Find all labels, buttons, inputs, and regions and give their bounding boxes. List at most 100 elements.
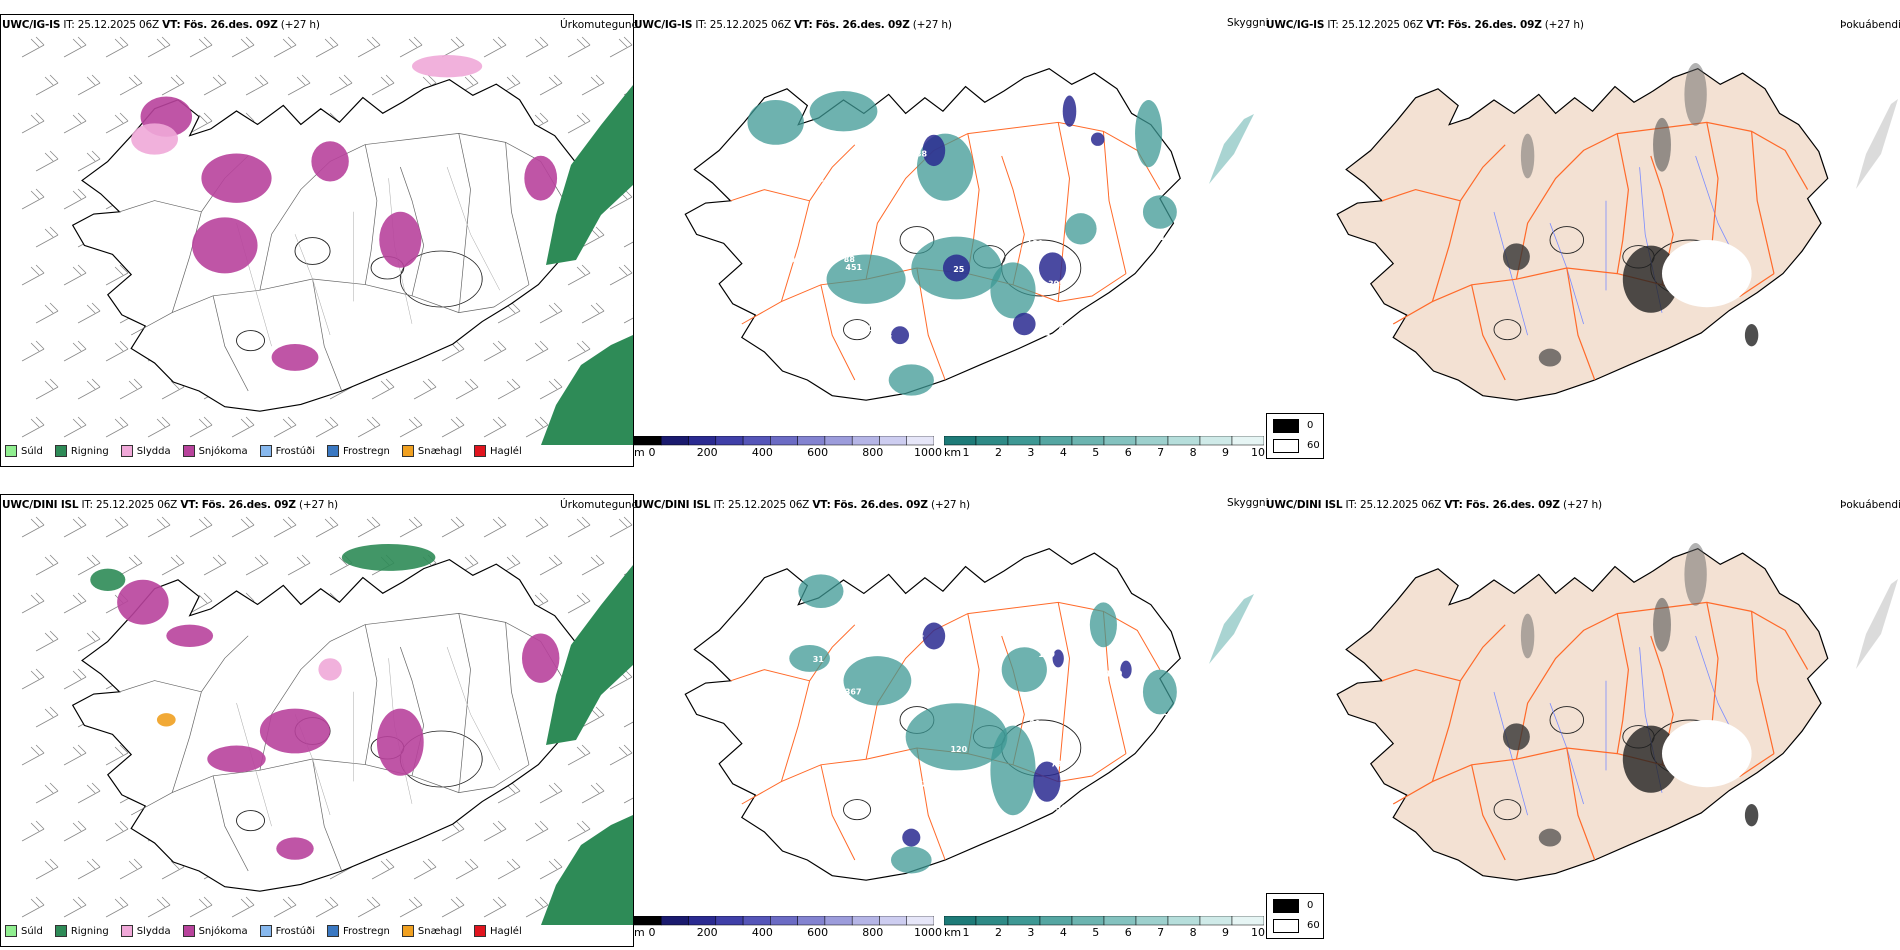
vt-label: VT: <box>794 19 813 31</box>
it-value: 25.12.2025 06Z <box>1359 499 1442 511</box>
precip-legend-swatch <box>327 445 339 457</box>
colorbar-tick: 400 <box>751 926 773 939</box>
wind-barb <box>567 36 591 58</box>
wind-barb <box>371 858 395 880</box>
colorbar-tick: 200 <box>696 446 718 459</box>
wind-barb <box>539 782 563 804</box>
cloud-base-label: 89 <box>959 119 971 128</box>
cloud-base-label: 25 <box>953 265 964 274</box>
colorbar-cell <box>661 436 689 446</box>
colorbar-cell <box>1167 436 1201 446</box>
glacier-outline <box>1493 799 1522 821</box>
colorbar-cell <box>1039 916 1073 926</box>
cloud-base-label: 85 <box>1016 574 1027 583</box>
wind-barb <box>21 744 45 766</box>
cloud-base-label: 204 <box>1034 330 1051 339</box>
wind-barb <box>539 554 563 576</box>
colorbar-cell <box>1071 916 1105 926</box>
colorbar-cell <box>1135 436 1169 446</box>
fog-streak <box>1856 99 1898 189</box>
road <box>312 278 343 392</box>
precip-legend-label: Haglél <box>490 925 522 937</box>
precip-title: Úrkomutegund <box>560 499 639 511</box>
model-name: UWC/IG-IS <box>2 19 61 31</box>
visibility-colorbar: km 1 2 3 4 5 6 7 8 9 10 <box>944 436 1265 460</box>
precip-area <box>131 123 178 155</box>
wind-barb <box>203 554 227 576</box>
precip-area <box>166 624 214 647</box>
colorbar-tick: 1 <box>962 446 970 459</box>
cloud-base-label: 362 <box>1056 803 1073 812</box>
wind-barb <box>105 820 129 842</box>
colorbar-tick: 4 <box>1059 446 1067 459</box>
fog-map <box>1336 63 1898 401</box>
wind-barb <box>483 340 507 362</box>
row2-fog-panel <box>1266 494 1900 945</box>
wind-barb <box>105 896 129 918</box>
wind-barb <box>35 150 59 172</box>
iceland-map <box>1336 63 1829 401</box>
colorbar-tick: 6 <box>1124 446 1132 459</box>
wind-barb <box>203 74 227 96</box>
wind-barb <box>623 709 633 728</box>
row1-precip-panel: Súld Rigning Slydda Snjókoma Frostúði Frostre… <box>0 14 634 467</box>
wind-barb <box>623 229 633 248</box>
precip-legend-item: Haglél <box>474 445 522 457</box>
cloud-base-label: 73 <box>1051 760 1062 769</box>
wind-barb <box>525 340 549 362</box>
colorbar-strip <box>944 916 1264 926</box>
wind-barb <box>77 378 101 400</box>
fog-legend-swatch-top <box>1273 899 1299 913</box>
cloud-base-label: 60 <box>983 180 995 189</box>
precip-legend-swatch <box>401 925 414 937</box>
glacier-outline <box>843 319 872 341</box>
wind-barb <box>21 264 45 286</box>
cloud-base-label: 149 <box>1038 170 1055 179</box>
precip-legend-swatch <box>54 925 67 937</box>
wind-barb <box>63 264 87 286</box>
road <box>820 284 856 381</box>
wind-barb <box>497 302 521 324</box>
vt-value: Fös. 26.des. 09Z <box>183 19 278 31</box>
road <box>1566 267 1596 381</box>
colorbar-tick: 0 <box>648 926 656 939</box>
cloud-base-label: 108 <box>715 704 732 713</box>
colorbar-cell <box>944 916 977 926</box>
road <box>1751 131 1775 274</box>
precip-legend-swatch <box>120 925 133 937</box>
visibility-area <box>1001 647 1047 692</box>
wind-barb <box>105 516 129 538</box>
wind-barb <box>231 896 255 918</box>
visibility-area <box>1135 100 1163 168</box>
precip-legend-label: Snæhagl <box>417 925 463 937</box>
wind-barb <box>315 516 339 538</box>
cloud-base-label: 270 <box>922 780 939 789</box>
precip-legend-swatch <box>120 445 133 457</box>
visibility-area <box>905 703 1008 771</box>
cloud-base-label: 122 <box>982 696 999 705</box>
precip-legend-label: Frostregn <box>343 925 390 937</box>
precip-legend: Súld Rigning Slydda Snjókoma Frostúði Frostre… <box>5 445 522 457</box>
wind-barb <box>567 592 591 614</box>
wind-barb <box>35 378 59 400</box>
precip-area <box>207 745 266 773</box>
cloud-base-label: 120 <box>950 745 967 754</box>
rain-band <box>541 815 633 925</box>
cloudbase-area <box>1090 132 1105 146</box>
precip-area <box>201 153 272 203</box>
precip-legend-item: Frostregn <box>327 925 390 937</box>
cloud-base-label: 45 <box>817 82 828 91</box>
river <box>1493 691 1528 816</box>
vt-label: VT: <box>162 19 181 31</box>
wind-barb <box>315 416 339 438</box>
cloud-title: Skyggni <box>1227 497 1269 509</box>
glacier-outline <box>236 810 266 832</box>
precip-legend-item: Frostúði <box>259 445 315 457</box>
wind-barb <box>21 896 45 918</box>
road <box>1515 601 1809 760</box>
visibility-area <box>789 644 830 672</box>
wind-barb <box>497 378 521 400</box>
wind-barb <box>63 112 87 134</box>
visibility-area <box>1064 213 1097 245</box>
wind-barb <box>105 416 129 438</box>
